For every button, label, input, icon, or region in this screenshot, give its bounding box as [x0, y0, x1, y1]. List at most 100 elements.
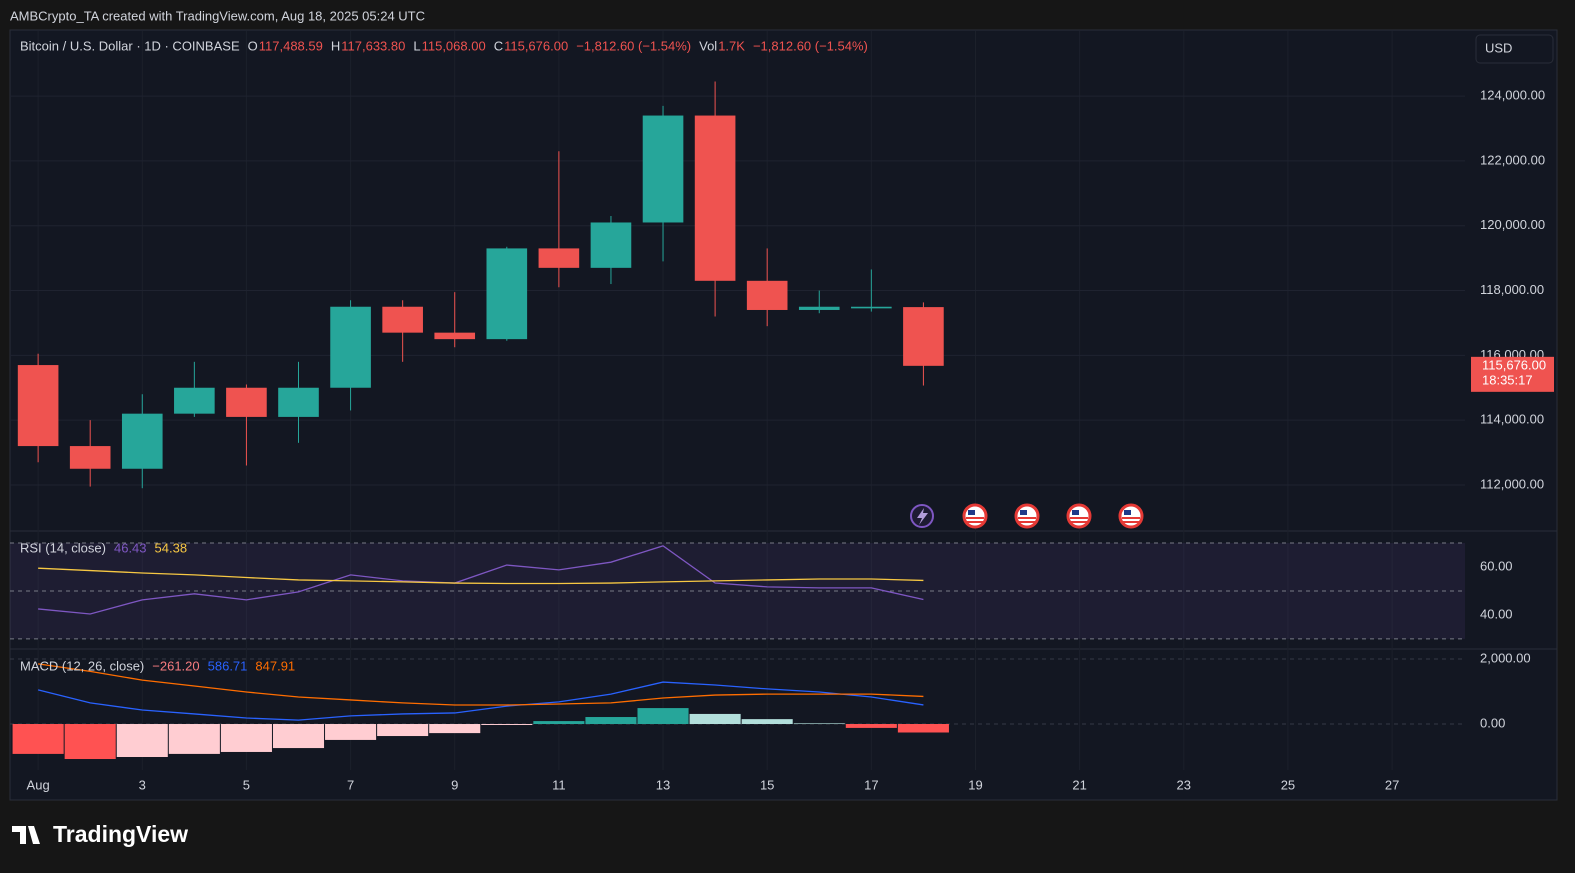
event-icon	[1066, 503, 1092, 529]
candle-body	[382, 306, 423, 333]
x-tick-label: 25	[1281, 777, 1295, 792]
legend-text: Bitcoin / U.S. Dollar · 1D · COINBASE	[20, 38, 240, 53]
histogram-bar	[325, 724, 377, 740]
countdown-label: 18:35:17	[1482, 372, 1533, 387]
y-tick-label: 0.00	[1480, 715, 1505, 730]
indicator-line	[37, 681, 924, 721]
brand-logo	[12, 826, 40, 844]
histogram-bar	[64, 724, 116, 760]
legend-text: O	[248, 38, 258, 53]
candle-body	[798, 306, 840, 310]
legend-text: H	[331, 38, 340, 53]
histogram-bar	[793, 723, 845, 725]
y-tick-label: 60.00	[1480, 558, 1513, 573]
candle-body	[590, 222, 632, 268]
legend-text: RSI (14, close)	[20, 540, 106, 555]
y-tick-label: 40.00	[1480, 606, 1513, 621]
indicator-line	[38, 663, 924, 706]
histogram-bar	[845, 724, 897, 728]
x-tick-label: 17	[864, 777, 878, 792]
histogram-bar	[585, 717, 637, 725]
y-tick-label: 112,000.00	[1480, 476, 1544, 491]
candle-body	[121, 413, 163, 469]
x-tick-label: 21	[1072, 777, 1086, 792]
indicator-line	[38, 545, 924, 615]
currency-label: USD	[1485, 40, 1512, 55]
histogram-bar	[220, 724, 272, 752]
x-tick-label: Aug	[27, 777, 50, 792]
legend-text: 117,488.59	[259, 38, 323, 53]
x-tick-label: 7	[347, 777, 354, 792]
chart-frame	[9, 29, 1558, 801]
candle-body	[486, 248, 528, 340]
y-tick-label: 122,000.00	[1480, 152, 1545, 167]
x-tick-label: 11	[552, 777, 566, 792]
x-tick-label: 3	[139, 777, 146, 792]
histogram-bar	[637, 708, 689, 725]
x-tick-label: 27	[1385, 777, 1399, 792]
histogram-bar	[897, 724, 949, 733]
legend-text: Vol	[699, 38, 717, 53]
y-tick-label: 120,000.00	[1480, 217, 1545, 232]
legend-text: L	[413, 38, 420, 53]
y-tick-label: 118,000.00	[1480, 282, 1544, 297]
candle-body	[538, 248, 580, 268]
legend-text: −261.20	[152, 658, 199, 673]
candle-body	[226, 387, 267, 417]
candle-body	[278, 387, 319, 417]
candle-body	[642, 115, 684, 223]
x-tick-label: 19	[968, 777, 982, 792]
histogram-bar	[689, 713, 741, 725]
histogram-bar	[429, 724, 481, 734]
indicator-line	[38, 567, 924, 585]
candle-body	[174, 387, 215, 414]
x-tick-label: 9	[451, 777, 458, 792]
histogram-bar	[377, 724, 429, 737]
candle-body	[434, 332, 476, 340]
event-icon	[917, 508, 928, 525]
legend-text: 115,676.00	[504, 38, 568, 53]
histogram-bar	[116, 724, 168, 757]
price-tag-label: 115,676.00	[1482, 357, 1546, 372]
candle-body	[330, 306, 371, 388]
histogram-bar	[481, 724, 533, 725]
histogram-bar	[741, 719, 793, 725]
brand-name: TradingView	[53, 821, 188, 847]
event-icon	[962, 503, 988, 529]
candle-body	[694, 115, 736, 281]
legend-text: 586.71	[208, 658, 248, 673]
histogram-bar	[12, 724, 64, 754]
legend-text: −1,812.60 (−1.54%)	[753, 38, 868, 53]
legend-text: C	[494, 38, 503, 53]
x-tick-label: 23	[1177, 777, 1191, 792]
legend-text: 117,633.80	[341, 38, 405, 53]
event-icons	[910, 503, 1144, 529]
event-icon	[1118, 503, 1144, 529]
y-tick-label: 2,000.00	[1480, 650, 1531, 665]
candle-body	[69, 446, 111, 469]
y-tick-label: 114,000.00	[1480, 412, 1544, 427]
legend-text: 54.38	[155, 540, 188, 555]
legend-text: −1,812.60 (−1.54%)	[576, 38, 691, 53]
candle-body	[17, 365, 59, 447]
y-tick-label: 124,000.00	[1480, 88, 1545, 103]
histogram-bar	[168, 724, 220, 754]
x-tick-label: 15	[760, 777, 774, 792]
candle-body	[851, 306, 892, 309]
legend-text: 847.91	[255, 658, 295, 673]
legend-text: 46.43	[114, 540, 147, 555]
histogram-bar	[272, 724, 325, 749]
header-text: AMBCrypto_TA created with TradingView.co…	[10, 8, 425, 23]
price-tag	[1471, 356, 1554, 392]
x-tick-label: 5	[243, 777, 250, 792]
legend-text: MACD (12, 26, close)	[20, 658, 144, 673]
candle-body	[903, 307, 944, 366]
currency-button[interactable]	[1475, 34, 1554, 64]
candle-body	[746, 280, 788, 310]
histogram-bar	[533, 721, 585, 725]
legend-text: 1.7K	[718, 38, 745, 53]
x-tick-label: 13	[656, 777, 670, 792]
event-icon	[1014, 503, 1040, 529]
legend-text: 115,068.00	[422, 38, 486, 53]
